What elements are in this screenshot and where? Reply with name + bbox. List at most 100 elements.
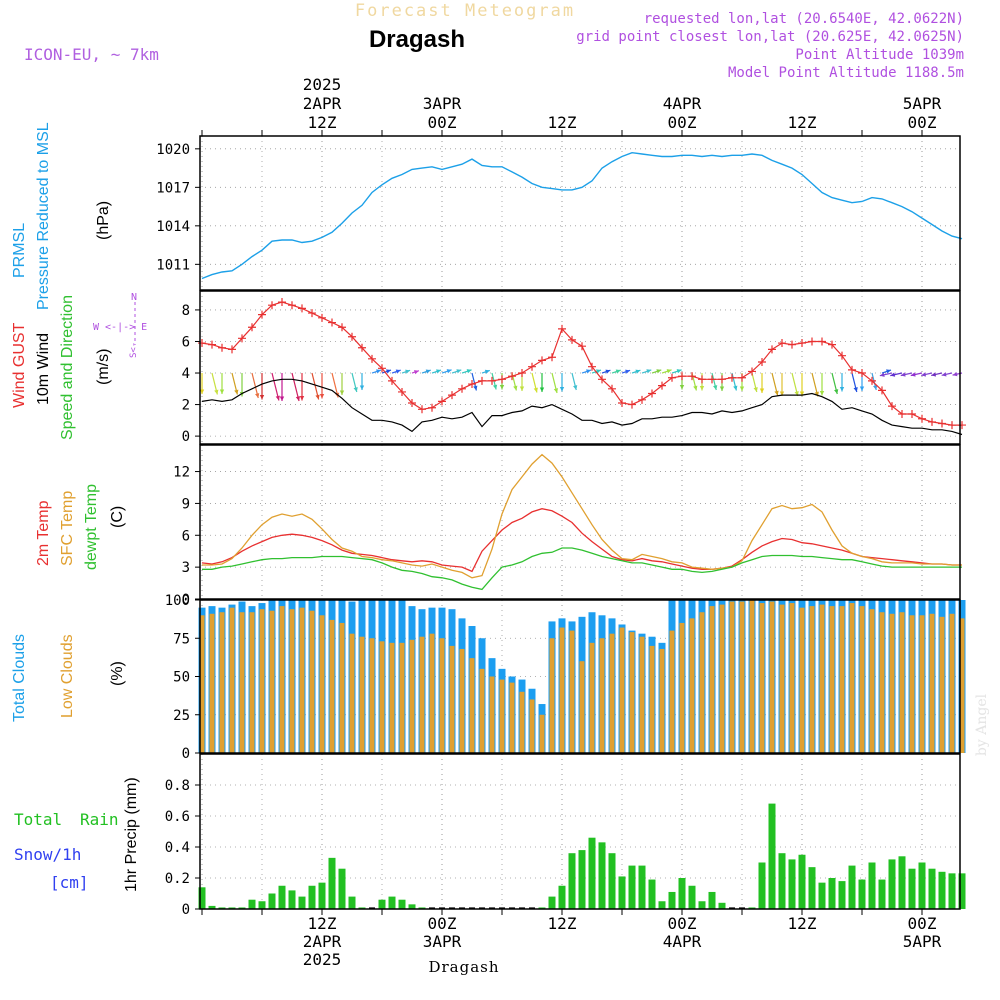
wind-gust-marker (908, 410, 916, 419)
wind-arrow-head (713, 385, 718, 391)
precip-bar (828, 878, 836, 909)
watermark: by Angel (974, 693, 990, 756)
wind-gust-marker (278, 298, 286, 307)
cloud-low-bar (919, 615, 925, 753)
precip-rain-label-a: Total (14, 810, 62, 829)
precip-bar (608, 853, 616, 909)
wind-arrow-head (315, 394, 320, 400)
temp-dew-line (202, 547, 962, 591)
precip-bar (388, 896, 396, 909)
wind-gust-marker (328, 318, 336, 327)
model-altitude: Model Point Altitude 1188.5m (728, 65, 964, 81)
x-label-bottom: 00Z (428, 914, 457, 933)
panel-frame (199, 753, 961, 910)
cloud-low-bar (419, 636, 425, 753)
wind-arrow-head (886, 369, 891, 374)
x-label-bottom: 4APR (663, 932, 702, 951)
wind-arrow-head (859, 386, 865, 392)
wind-gust-marker (748, 367, 756, 376)
wind-gust-marker (548, 353, 556, 362)
wind-arrow-head (733, 385, 738, 391)
wind-gust-marker (528, 362, 536, 371)
wind-gust-marker (318, 313, 326, 322)
precip-bar (688, 885, 696, 909)
cloud-low-bar (389, 642, 395, 753)
wind-arrow-head (873, 385, 878, 391)
wind-gust-marker (458, 384, 466, 393)
precip-snow-unit: [cm] (50, 873, 89, 892)
wind-arrow-head (879, 372, 885, 377)
cloud-low-bar (599, 638, 605, 753)
cloud-low-bar (729, 601, 735, 753)
wind-gust-marker (688, 372, 696, 381)
precip-bar (798, 854, 806, 909)
wind-gust-marker (848, 365, 856, 374)
wind-gust-label: Wind GUST (11, 322, 28, 408)
pressure-label-2: Pressure Reduced to MSL (35, 122, 52, 310)
precip-bar (408, 904, 416, 909)
wind-gust-marker (878, 386, 886, 395)
cloud-low-bar (479, 668, 485, 753)
precip-bar (298, 896, 306, 909)
wind-arrow-head (353, 387, 358, 393)
x-label-top: 5APR (903, 94, 942, 113)
cloud-low-bar (749, 600, 755, 753)
wind-gust-marker (678, 372, 686, 381)
wind-arrow-head (679, 385, 685, 390)
cloud-low-bar (839, 606, 845, 753)
temp-sfc-line (202, 453, 962, 579)
x-label-bottom: 12Z (788, 914, 817, 933)
precip-bar (848, 865, 856, 909)
precip-bar (678, 878, 686, 909)
cloud-low-bar (719, 604, 725, 753)
wind-arrow-head (255, 393, 260, 399)
wind-gust-marker (208, 340, 216, 349)
compass-south: S<- (129, 342, 139, 358)
wind-arrow-head (413, 370, 419, 375)
precip-bar (648, 879, 656, 909)
cloud-low-bar (869, 609, 875, 753)
wind-gust-marker (958, 421, 966, 430)
wind-arrow (311, 372, 320, 400)
precip-bar (808, 867, 816, 909)
cloud-low-bar (469, 658, 475, 753)
y-tick-label: 6 (182, 528, 190, 544)
cloud-low-bar (689, 618, 695, 753)
cloud-low-bar (659, 648, 665, 753)
wind-arrow-head (931, 372, 937, 377)
precip-bar (248, 899, 256, 909)
wind-10m-line (201, 378, 963, 436)
panel-frame (199, 135, 961, 291)
wind-gust-marker (508, 372, 516, 381)
precip-bar (878, 879, 886, 909)
wind-arrow-head (635, 369, 641, 374)
precip-bar (598, 842, 606, 909)
pressure-unit: (hPa) (95, 201, 112, 240)
wind-gust-marker (928, 417, 936, 426)
wind-gust-marker (408, 398, 416, 407)
wind-arrow-head (753, 387, 758, 393)
precip-snow-label: Snow/1h (14, 845, 81, 864)
precip-bar (538, 907, 546, 909)
panel-frame (199, 444, 961, 600)
x-label-bottom: 00Z (668, 914, 697, 933)
wind-arrow-head (615, 369, 621, 374)
y-tick-label: 50 (173, 670, 190, 686)
cloud-low-bar (269, 610, 275, 753)
precip-bar (318, 882, 326, 909)
wind-gust-marker (398, 387, 406, 396)
y-tick-label: 75 (173, 631, 190, 647)
precip-bar (418, 907, 426, 909)
precip-bar (358, 907, 366, 909)
wind-arrow-head (573, 385, 578, 391)
x-label-top: 2025 (303, 75, 342, 94)
wind-arrow-head (774, 390, 779, 396)
cloud-low-bar (889, 613, 895, 753)
wind-arrow-head (299, 396, 305, 401)
point-altitude: Point Altitude 1039m (795, 47, 964, 63)
precip-bar (268, 893, 276, 909)
cloud-low-bar (669, 630, 675, 753)
wind-gust-marker (708, 375, 716, 384)
wind-arrow-head (405, 369, 411, 374)
wind-gust-marker (798, 339, 806, 348)
